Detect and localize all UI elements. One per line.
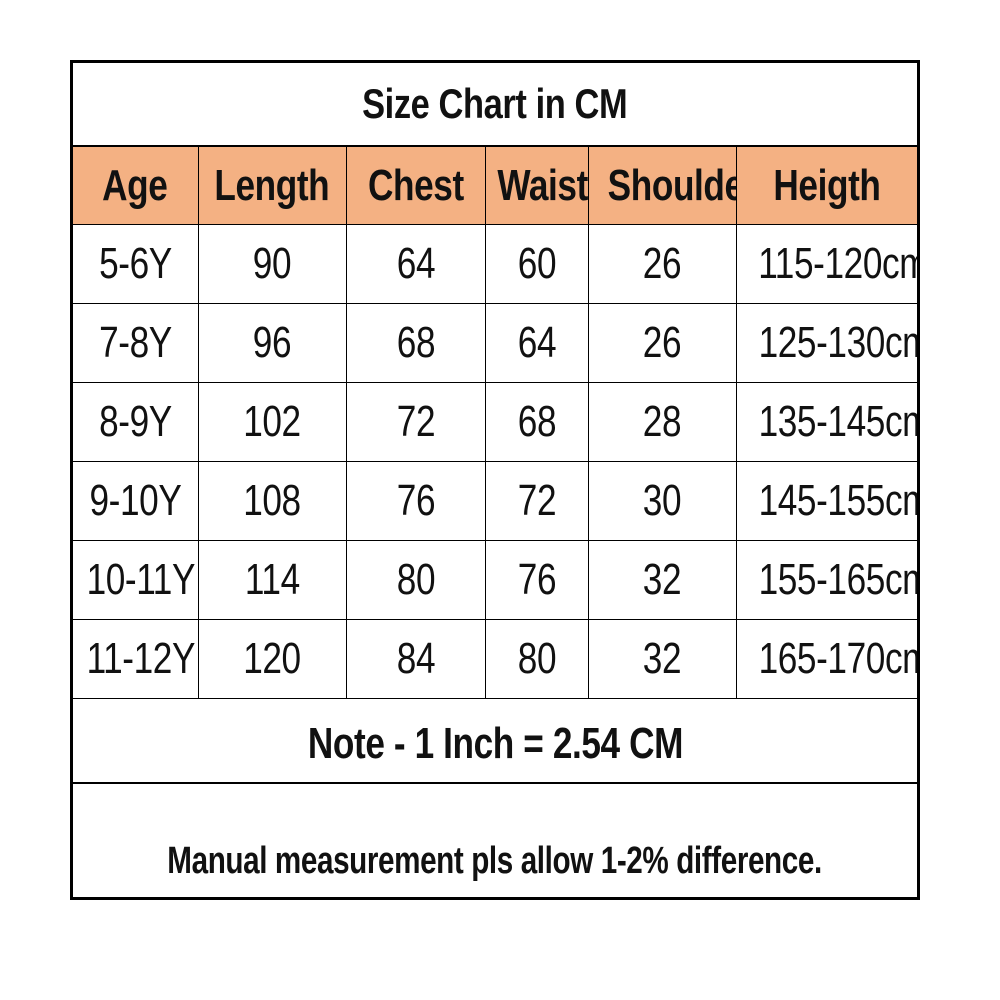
manual-note-row: Manual measurement pls allow 1-2% differ…: [73, 784, 917, 897]
cell-length: 120: [197, 619, 347, 699]
size-chart: Size Chart in CM Age Length Chest Waist …: [70, 60, 920, 900]
cell-age: 9-10Y: [73, 461, 199, 541]
cell-height: 135-145cm: [735, 382, 917, 462]
cell-height: 125-130cm: [735, 303, 917, 383]
header-height: Heigth: [735, 147, 917, 225]
cell-age: 11-12Y: [73, 619, 199, 699]
cell-shoulder: 28: [587, 382, 737, 462]
header-shoulder: Shoulder: [587, 147, 737, 225]
header-length: Length: [197, 147, 347, 225]
cell-height: 165-170cm: [735, 619, 917, 699]
header-waist: Waist: [484, 147, 589, 225]
note-row: Note - 1 Inch = 2.54 CM: [73, 705, 917, 784]
cell-waist: 80: [484, 619, 589, 699]
table-row: 11-12Y 120 84 80 32 165-170cm: [73, 619, 917, 699]
cell-waist: 76: [484, 540, 589, 620]
cell-chest: 68: [345, 303, 486, 383]
cell-height: 115-120cm: [735, 224, 917, 304]
cell-waist: 72: [484, 461, 589, 541]
cell-chest: 84: [345, 619, 486, 699]
header-age: Age: [73, 147, 199, 225]
cell-height: 145-155cm: [735, 461, 917, 541]
cell-length: 108: [197, 461, 347, 541]
cell-length: 90: [197, 224, 347, 304]
cell-length: 96: [197, 303, 347, 383]
cell-age: 7-8Y: [73, 303, 199, 383]
size-table: Age Length Chest Waist Shoulder Heigth 5…: [73, 147, 917, 699]
cell-chest: 80: [345, 540, 486, 620]
cell-shoulder: 26: [587, 224, 737, 304]
cell-shoulder: 26: [587, 303, 737, 383]
cell-chest: 72: [345, 382, 486, 462]
table-row: 8-9Y 102 72 68 28 135-145cm: [73, 382, 917, 462]
cell-chest: 64: [345, 224, 486, 304]
cell-length: 114: [197, 540, 347, 620]
table-row: 5-6Y 90 64 60 26 115-120cm: [73, 224, 917, 304]
cell-shoulder: 30: [587, 461, 737, 541]
table-row: 7-8Y 96 68 64 26 125-130cm: [73, 303, 917, 383]
table-row: 10-11Y 114 80 76 32 155-165cm: [73, 540, 917, 620]
cell-waist: 60: [484, 224, 589, 304]
title-row: Size Chart in CM: [73, 63, 917, 147]
chart-title: Size Chart in CM: [362, 80, 628, 127]
cell-shoulder: 32: [587, 540, 737, 620]
cell-length: 102: [197, 382, 347, 462]
cell-height: 155-165cm: [735, 540, 917, 620]
header-chest: Chest: [345, 147, 486, 225]
table-row: 9-10Y 108 76 72 30 145-155cm: [73, 461, 917, 541]
cell-age: 8-9Y: [73, 382, 199, 462]
cell-age: 5-6Y: [73, 224, 199, 304]
cell-waist: 64: [484, 303, 589, 383]
measurement-disclaimer: Manual measurement pls allow 1-2% differ…: [167, 840, 823, 882]
cell-chest: 76: [345, 461, 486, 541]
conversion-note: Note - 1 Inch = 2.54 CM: [307, 718, 683, 768]
cell-age: 10-11Y: [73, 540, 199, 620]
cell-shoulder: 32: [587, 619, 737, 699]
cell-waist: 68: [484, 382, 589, 462]
header-row: Age Length Chest Waist Shoulder Heigth: [73, 147, 917, 225]
